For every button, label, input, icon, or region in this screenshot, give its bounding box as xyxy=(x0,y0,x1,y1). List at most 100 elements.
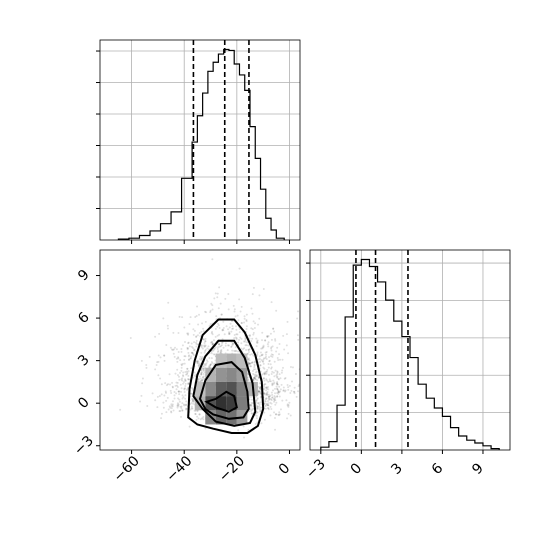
sample-point xyxy=(176,384,179,387)
sample-point xyxy=(211,362,214,365)
sample-point xyxy=(286,417,289,420)
sample-point xyxy=(228,331,231,334)
sample-point xyxy=(261,373,264,376)
sample-point xyxy=(171,403,174,406)
sample-point xyxy=(262,357,265,360)
sample-point xyxy=(210,302,213,305)
sample-point xyxy=(276,375,279,378)
density-cell xyxy=(226,396,237,411)
sample-point xyxy=(285,399,288,402)
sample-point xyxy=(265,351,268,354)
sample-point xyxy=(193,348,196,351)
sample-point xyxy=(245,319,248,322)
sample-point xyxy=(263,372,266,375)
sample-point xyxy=(172,348,175,351)
sample-point xyxy=(200,372,203,375)
sample-point xyxy=(247,348,250,351)
sample-point xyxy=(213,362,216,365)
sample-point xyxy=(202,368,205,371)
sample-point xyxy=(202,369,205,372)
sample-point xyxy=(159,356,162,359)
sample-point xyxy=(233,308,236,311)
sample-point xyxy=(263,379,266,382)
sample-point xyxy=(252,286,255,289)
sample-point xyxy=(211,341,214,344)
sample-point xyxy=(186,378,189,381)
sample-point xyxy=(145,364,148,367)
sample-point xyxy=(271,384,274,387)
sample-point xyxy=(201,322,204,325)
sample-point xyxy=(262,387,265,390)
sample-point xyxy=(156,406,159,409)
sample-point xyxy=(252,379,255,382)
sample-point xyxy=(196,409,199,412)
sample-point xyxy=(146,404,149,407)
sample-point xyxy=(276,392,279,395)
sample-point xyxy=(277,391,280,394)
sample-point xyxy=(204,344,207,347)
sample-point xyxy=(287,388,290,391)
sample-point xyxy=(263,402,266,405)
sample-point xyxy=(181,409,184,412)
sample-point xyxy=(196,415,199,418)
sample-point xyxy=(229,322,232,325)
sample-point xyxy=(200,371,203,374)
sample-point xyxy=(220,313,223,316)
sample-point xyxy=(259,351,262,354)
sample-point xyxy=(204,340,207,343)
sample-point xyxy=(273,375,276,378)
sample-point xyxy=(202,375,205,378)
sample-point xyxy=(273,330,276,333)
sample-point xyxy=(253,377,256,380)
sample-point xyxy=(267,362,270,365)
sample-point xyxy=(194,412,197,415)
sample-point xyxy=(195,345,198,348)
sample-point xyxy=(189,408,192,411)
sample-point xyxy=(187,370,190,373)
sample-point xyxy=(191,351,194,354)
sample-point xyxy=(259,410,262,413)
sample-point xyxy=(189,403,192,406)
sample-point xyxy=(275,413,278,416)
sample-point xyxy=(192,399,195,402)
sample-point xyxy=(286,403,289,406)
sample-point xyxy=(237,350,240,353)
sample-point xyxy=(264,339,267,342)
sample-point xyxy=(259,364,262,367)
sample-point xyxy=(264,357,267,360)
sample-point xyxy=(252,377,255,380)
sample-point xyxy=(181,374,184,377)
sample-point xyxy=(276,356,279,359)
sample-point xyxy=(266,390,269,393)
sample-point xyxy=(279,358,282,361)
sample-point xyxy=(263,400,266,403)
sample-point xyxy=(211,343,214,346)
sample-point xyxy=(195,336,198,339)
sample-point xyxy=(201,367,204,370)
sample-point xyxy=(261,354,264,357)
sample-point xyxy=(262,288,265,291)
sample-point xyxy=(265,402,268,405)
sample-point xyxy=(176,385,179,388)
sample-point xyxy=(231,327,234,330)
sample-point xyxy=(186,332,189,335)
sample-point xyxy=(251,402,254,405)
sample-point xyxy=(184,397,187,400)
sample-point xyxy=(258,386,261,389)
sample-point xyxy=(224,344,227,347)
sample-point xyxy=(285,344,288,347)
sample-point xyxy=(235,337,238,340)
sample-point xyxy=(268,395,271,398)
sample-point xyxy=(156,395,159,398)
sample-point xyxy=(201,376,204,379)
sample-point xyxy=(200,379,203,382)
sample-point xyxy=(232,342,235,345)
sample-point xyxy=(256,407,259,410)
sample-point xyxy=(177,357,180,360)
sample-point xyxy=(178,398,181,401)
sample-point xyxy=(274,392,277,395)
sample-point xyxy=(183,362,186,365)
sample-point xyxy=(185,408,188,411)
sample-point xyxy=(243,315,246,318)
sample-point xyxy=(185,373,188,376)
